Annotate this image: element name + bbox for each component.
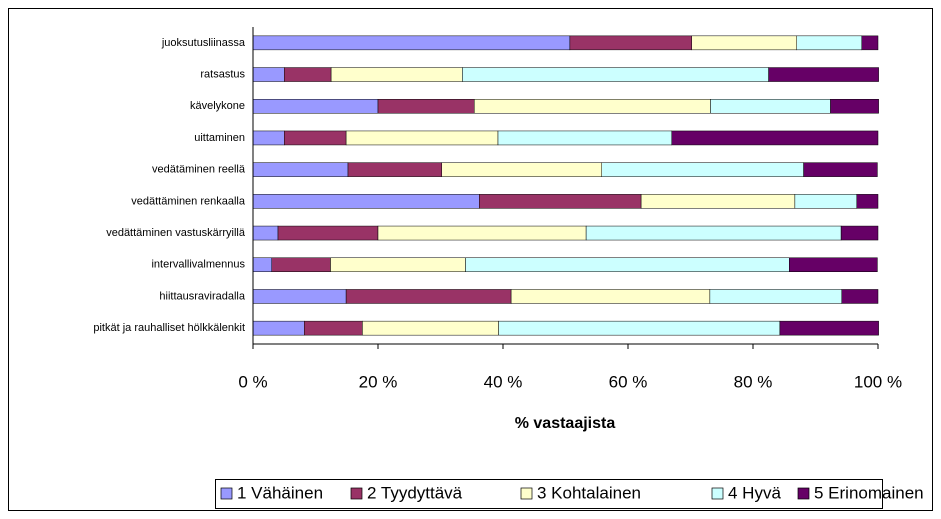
bar-segment	[497, 130, 672, 146]
bar-segment	[601, 162, 804, 177]
bar-segment	[252, 257, 272, 272]
bar-segment	[671, 130, 879, 146]
bar-segment	[362, 320, 499, 336]
bar-segment	[252, 289, 347, 304]
x-axis-title: % vastaajista	[515, 415, 616, 432]
bar-segment	[330, 67, 463, 82]
bar-segment	[252, 320, 305, 336]
bar-segment	[377, 225, 587, 241]
bar-segment	[856, 194, 879, 209]
bar-segment	[377, 99, 475, 114]
bar-segment	[840, 225, 879, 241]
bar-segment	[271, 257, 331, 272]
bar-segment	[462, 67, 769, 82]
legend-swatch	[711, 487, 724, 500]
legend-label: 5 Erinomainen	[814, 483, 924, 502]
bar-segment	[330, 257, 466, 272]
y-tick-label: hiittausraviradalla	[159, 290, 245, 302]
x-tick-label: 80 %	[734, 372, 773, 391]
bar-segment	[510, 289, 711, 304]
y-tick-label: vedättäminen vastuskärryillä	[106, 227, 246, 239]
y-tick-label: vedätäminen reellä	[152, 164, 246, 176]
legend-swatch	[797, 487, 810, 500]
x-tick-label: 0 %	[238, 372, 267, 391]
legend-label: 2 Tyydyttävä	[367, 483, 463, 502]
bar-segment	[569, 35, 692, 51]
legend-label: 4 Hyvä	[728, 483, 781, 502]
bar-segment	[498, 320, 781, 336]
x-tick-label: 60 %	[609, 372, 648, 391]
legend-label: 3 Kohtalainen	[537, 483, 641, 502]
bar-segment	[830, 99, 879, 114]
legend-box	[215, 479, 883, 509]
y-tick-label: kävelykone	[190, 100, 245, 112]
bar-segment	[691, 35, 797, 51]
bar-segment	[710, 99, 831, 114]
bar-segment	[779, 320, 879, 336]
bar-segment	[304, 320, 363, 336]
bar-segment	[465, 257, 790, 272]
legend-swatch	[350, 487, 363, 500]
x-tick-label: 20 %	[359, 372, 398, 391]
bar-segment	[479, 194, 642, 209]
y-tick-label: intervallivalmennus	[151, 259, 245, 271]
legend-label: 1 Vähäinen	[237, 483, 323, 502]
bar-segment	[284, 130, 347, 146]
bar-segment	[284, 67, 332, 82]
bar-segment	[252, 67, 285, 82]
bar-segment	[441, 162, 602, 177]
bar-segment	[252, 225, 279, 241]
bar-segment	[345, 289, 512, 304]
y-tick-label: juoksutusliinassa	[161, 37, 246, 49]
bar-segment	[252, 194, 480, 209]
bar-segment	[345, 130, 499, 146]
y-tick-label: pitkät ja rauhalliset hölkkälenkit	[93, 322, 245, 334]
bar-segment	[640, 194, 796, 209]
bar-segment	[474, 99, 711, 114]
bar-segment	[252, 130, 285, 146]
x-tick-label: 100 %	[854, 372, 902, 391]
y-tick-label: vedättäminen renkaalla	[131, 195, 246, 207]
bar-segment	[252, 162, 349, 177]
bar-segment	[796, 35, 862, 51]
y-tick-label: uittaminen	[194, 132, 245, 144]
bar-segment	[585, 225, 842, 241]
bar-segment	[252, 35, 571, 51]
x-tick-label: 40 %	[484, 372, 523, 391]
bar-segment	[252, 99, 379, 114]
bar-segment	[794, 194, 857, 209]
bar-segment	[789, 257, 878, 272]
y-tick-label: ratsastus	[200, 68, 245, 80]
bar-segment	[768, 67, 879, 82]
bar-segment	[277, 225, 379, 241]
legend-swatch	[520, 487, 533, 500]
bar-segment	[709, 289, 842, 304]
bar-segment	[803, 162, 878, 177]
legend-swatch	[220, 487, 233, 500]
bar-segment	[347, 162, 442, 177]
bar-segment	[841, 289, 879, 304]
bar-segment	[861, 35, 879, 51]
